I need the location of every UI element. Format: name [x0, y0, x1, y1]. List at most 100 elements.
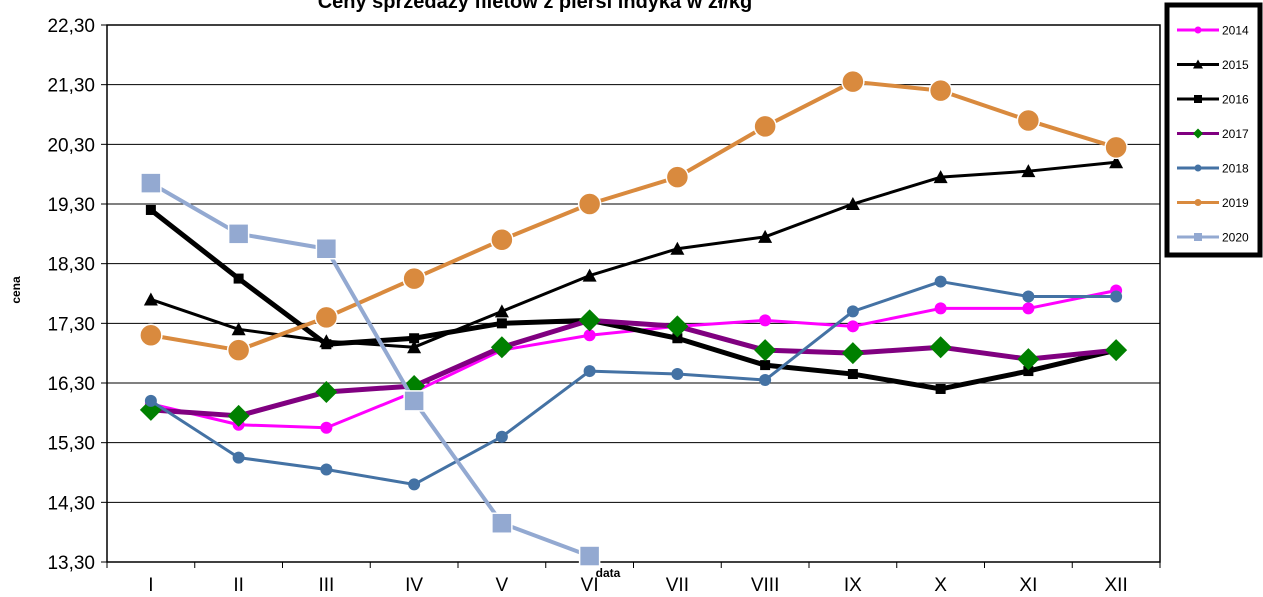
data-point-2016	[409, 333, 420, 344]
x-tick-label: X	[934, 575, 947, 596]
series-2018	[144, 275, 1123, 491]
legend-marker	[1194, 164, 1202, 172]
data-point-2014	[583, 329, 596, 342]
data-point-2018	[232, 451, 245, 464]
y-tick-label: 17,30	[47, 314, 95, 335]
legend-label: 2014	[1222, 24, 1249, 38]
data-point-2019	[139, 323, 163, 348]
data-point-2017	[315, 380, 338, 403]
chart-title: Ceny sprzedaży filetów z piersi indyka w…	[318, 0, 753, 13]
data-point-2020	[403, 390, 425, 412]
data-point-2020	[578, 545, 601, 567]
x-tick-label: VIII	[751, 575, 780, 596]
series-2017	[139, 309, 1128, 427]
data-point-2015	[143, 292, 158, 306]
series-2016	[145, 204, 1122, 394]
data-point-2018	[495, 430, 508, 443]
data-point-2020	[315, 238, 338, 260]
y-tick-label: 22,30	[47, 16, 95, 37]
data-point-2017	[490, 336, 513, 359]
data-point-2019	[226, 338, 251, 362]
data-point-2019	[314, 305, 339, 330]
data-point-2015	[845, 197, 860, 210]
legend-item-2014: 2014	[1177, 24, 1249, 38]
x-tick-label: II	[233, 575, 244, 596]
x-tick-label: III	[318, 575, 334, 596]
legend-box	[1164, 2, 1263, 258]
legend-marker	[1193, 128, 1203, 139]
legend-item-2015: 2015	[1177, 58, 1249, 72]
data-point-2017	[1105, 339, 1128, 362]
data-point-2016	[321, 339, 332, 350]
data-point-2015	[231, 322, 246, 336]
data-point-2015	[1021, 164, 1036, 178]
data-point-2018	[320, 463, 333, 476]
data-point-2016	[496, 318, 507, 329]
x-tick-label: VII	[666, 575, 689, 596]
data-point-2017	[1017, 348, 1040, 371]
series-2020	[140, 172, 601, 567]
x-tick-label: IV	[405, 575, 423, 596]
data-point-2020	[491, 512, 513, 534]
series-2015	[143, 155, 1124, 354]
data-point-2019	[665, 165, 690, 189]
data-point-2015	[933, 170, 948, 184]
data-point-2014	[1022, 302, 1035, 315]
data-point-2016	[935, 383, 946, 394]
data-point-2016	[145, 204, 156, 215]
legend-label: 2015	[1222, 58, 1249, 72]
legend: 2014 2015 2016 2017 2018 2019 2020	[1164, 2, 1263, 258]
data-point-2015	[582, 268, 597, 282]
legend-item-2019: 2019	[1177, 196, 1249, 210]
x-axis-ticks: I II III IV V VI VII VIII IX X XI XII	[106, 562, 1161, 596]
legend-item-2017: 2017	[1177, 127, 1249, 141]
series-line-2016	[149, 207, 1117, 392]
data-point-2020	[227, 223, 250, 245]
data-point-2019	[1104, 135, 1128, 160]
data-point-2016	[847, 369, 858, 380]
data-point-2018	[583, 365, 596, 378]
legend-item-2018: 2018	[1177, 162, 1249, 176]
data-point-2019	[753, 114, 777, 139]
series-line-2017	[150, 317, 1117, 419]
legend-label: 2018	[1222, 162, 1249, 176]
data-point-2019	[402, 266, 426, 291]
x-tick-label: XII	[1105, 575, 1128, 596]
data-point-2019	[928, 78, 953, 103]
data-point-2017	[841, 342, 864, 365]
legend-marker	[1194, 199, 1202, 206]
data-point-2015	[670, 241, 685, 255]
data-point-2018	[671, 368, 684, 381]
legend-marker	[1193, 59, 1203, 69]
y-axis-label: cena	[9, 276, 23, 304]
y-tick-label: 19,30	[47, 195, 95, 216]
legend-marker	[1194, 233, 1202, 241]
data-point-2015	[1109, 155, 1124, 169]
data-point-2017	[227, 404, 250, 427]
legend-item-2016: 2016	[1177, 93, 1249, 107]
legend-marker	[1194, 26, 1202, 34]
y-tick-label: 21,30	[47, 76, 95, 97]
series-2019	[139, 69, 1128, 362]
data-point-2017	[929, 336, 952, 359]
data-point-2020	[140, 172, 162, 194]
legend-label: 2019	[1222, 196, 1249, 210]
data-point-2019	[1016, 108, 1041, 133]
data-point-2018	[144, 394, 157, 407]
series-group	[139, 69, 1128, 567]
data-point-2018	[759, 374, 772, 387]
x-tick-label: XI	[1019, 575, 1037, 596]
x-tick-label: IX	[844, 575, 862, 596]
data-point-2014	[846, 320, 859, 333]
series-2014	[144, 284, 1123, 434]
legend-label: 2016	[1222, 93, 1249, 107]
data-point-2015	[407, 340, 422, 354]
data-point-2019	[841, 69, 865, 94]
y-tick-label: 18,30	[47, 255, 95, 276]
data-point-2016	[672, 333, 683, 344]
data-point-2016	[233, 273, 244, 284]
data-point-2014	[759, 314, 772, 327]
data-point-2018	[1022, 290, 1035, 303]
y-tick-label: 16,30	[47, 374, 95, 395]
data-point-2014	[320, 421, 333, 434]
